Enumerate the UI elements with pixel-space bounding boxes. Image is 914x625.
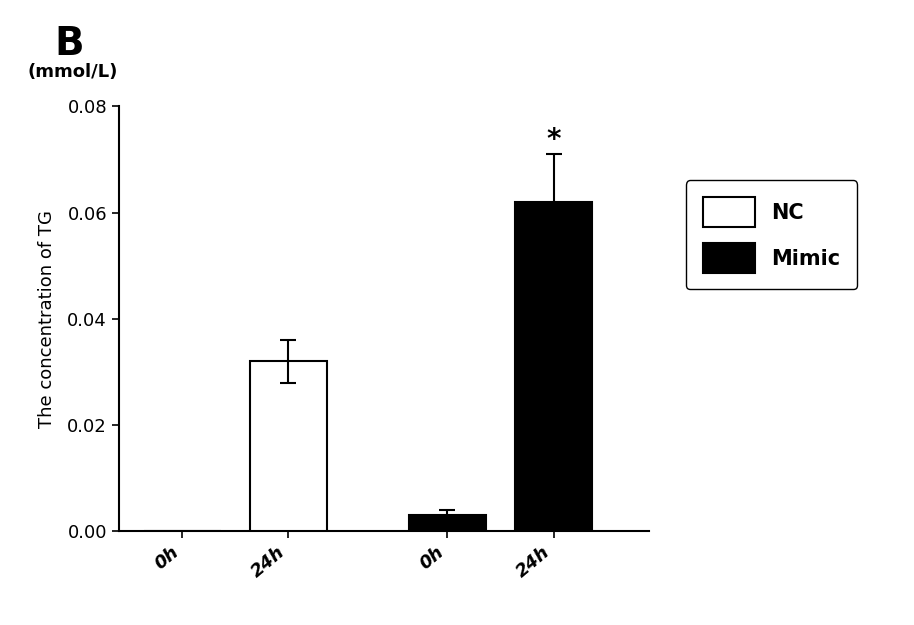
Y-axis label: The concentration of TG: The concentration of TG: [38, 210, 56, 428]
Text: B: B: [55, 25, 84, 63]
Text: *: *: [547, 126, 561, 154]
Text: (mmol/L): (mmol/L): [27, 63, 118, 81]
Legend: NC, Mimic: NC, Mimic: [686, 181, 857, 289]
Bar: [409, 515, 485, 531]
Bar: [250, 361, 326, 531]
Bar: [515, 202, 591, 531]
